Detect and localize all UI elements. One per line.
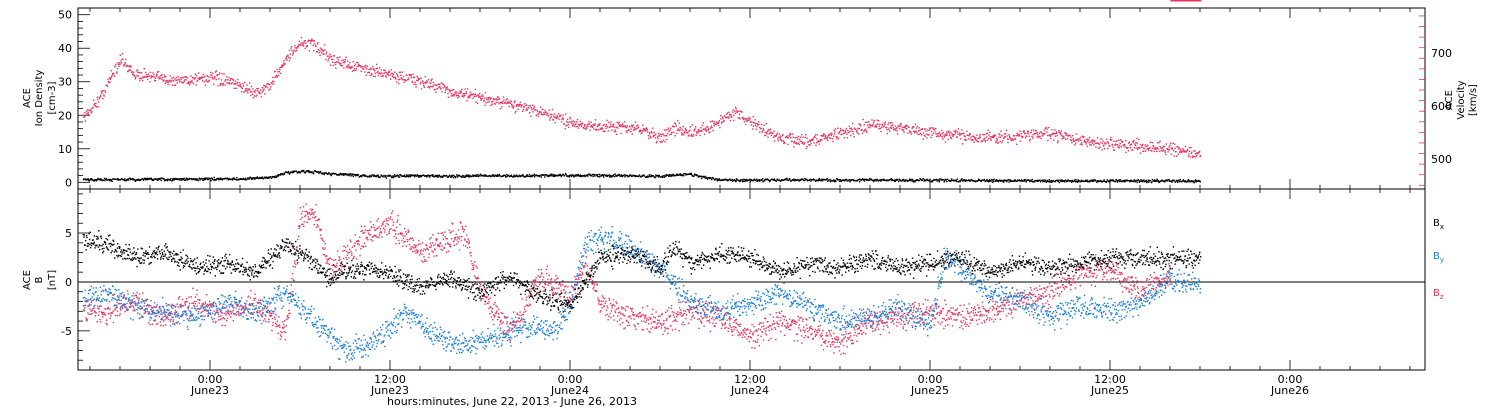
x-tick-date-label: June23 <box>370 384 409 397</box>
axis-label-line: [cm-3] <box>47 81 58 114</box>
axis-label-line: [km/s] <box>1468 84 1479 116</box>
axis-label-line: ACE <box>1444 90 1455 110</box>
legend-entry-bx: Bx <box>1433 218 1444 231</box>
top-left-axis-label: ACE Ion Density [cm-3] <box>22 70 58 127</box>
bottom-left-tick-label: 5 <box>65 227 72 240</box>
legend-entry-bz: Bz <box>1433 288 1444 301</box>
bx-series <box>82 230 1202 313</box>
top-left-tick-label: 50 <box>58 9 72 22</box>
x-tick-time-label: 12:00 <box>734 373 766 386</box>
top-left-tick-label: 10 <box>58 143 72 156</box>
x-axis: 0:00June2312:00June230:00June2412:00June… <box>89 8 1411 397</box>
top-left-axis: 0 10 20 30 40 50 <box>58 9 90 189</box>
x-tick-time-label: 12:00 <box>374 373 406 386</box>
bottom-panel-frame <box>77 188 1426 371</box>
x-tick-time-label: 12:00 <box>1094 373 1126 386</box>
bottom-left-axis: -5 0 5 <box>61 193 90 361</box>
axis-label-line: [nT] <box>47 270 58 290</box>
top-right-axis: 500 600 700 <box>1419 15 1452 186</box>
x-tick-time-label: 0:00 <box>558 373 583 386</box>
legend: Bx By Bz <box>1433 218 1444 301</box>
axis-label-line: Ion Density <box>34 70 45 127</box>
top-right-tick-label: 600 <box>1431 100 1452 113</box>
x-tick-date-label: June26 <box>1270 384 1309 397</box>
bottom-left-tick-label: 0 <box>65 276 72 289</box>
x-tick-date-label: June24 <box>550 384 589 397</box>
velocity-series <box>82 36 1202 159</box>
by-series <box>82 226 1202 363</box>
bz-series <box>82 0 1202 355</box>
ion-density-series <box>82 169 1201 184</box>
x-ticks <box>89 8 1411 370</box>
top-left-tick-label: 40 <box>58 42 72 55</box>
axis-label-line: ACE <box>22 270 33 290</box>
top-left-tick-label: 0 <box>65 176 72 189</box>
x-axis-label: hours:minutes, June 22, 2013 - June 26, … <box>387 395 637 408</box>
x-tick-time-label: 0:00 <box>198 373 223 386</box>
bottom-left-tick-label: -5 <box>61 325 72 338</box>
x-tick-date-label: June23 <box>190 384 229 397</box>
x-tick-time-label: 0:00 <box>1278 373 1303 386</box>
top-left-tick-label: 30 <box>58 76 72 89</box>
x-tick-date-label: June25 <box>910 384 949 397</box>
axis-label-line: B <box>34 276 45 283</box>
top-panel-frame <box>77 7 1426 190</box>
bottom-left-axis-label: ACE B [nT] <box>22 270 58 290</box>
top-right-tick-label: 500 <box>1431 153 1452 166</box>
legend-entry-by: By <box>1433 251 1444 264</box>
axis-label-line: Velocity <box>1456 80 1467 119</box>
top-right-tick-label: 700 <box>1431 47 1452 60</box>
x-tick-time-label: 0:00 <box>918 373 943 386</box>
x-tick-date-label: June25 <box>1090 384 1129 397</box>
top-right-axis-label: ACE Velocity [km/s] <box>1444 80 1479 119</box>
x-tick-date-label: June24 <box>730 384 769 397</box>
top-left-tick-label: 20 <box>58 109 72 122</box>
axis-label-line: ACE <box>22 88 33 108</box>
